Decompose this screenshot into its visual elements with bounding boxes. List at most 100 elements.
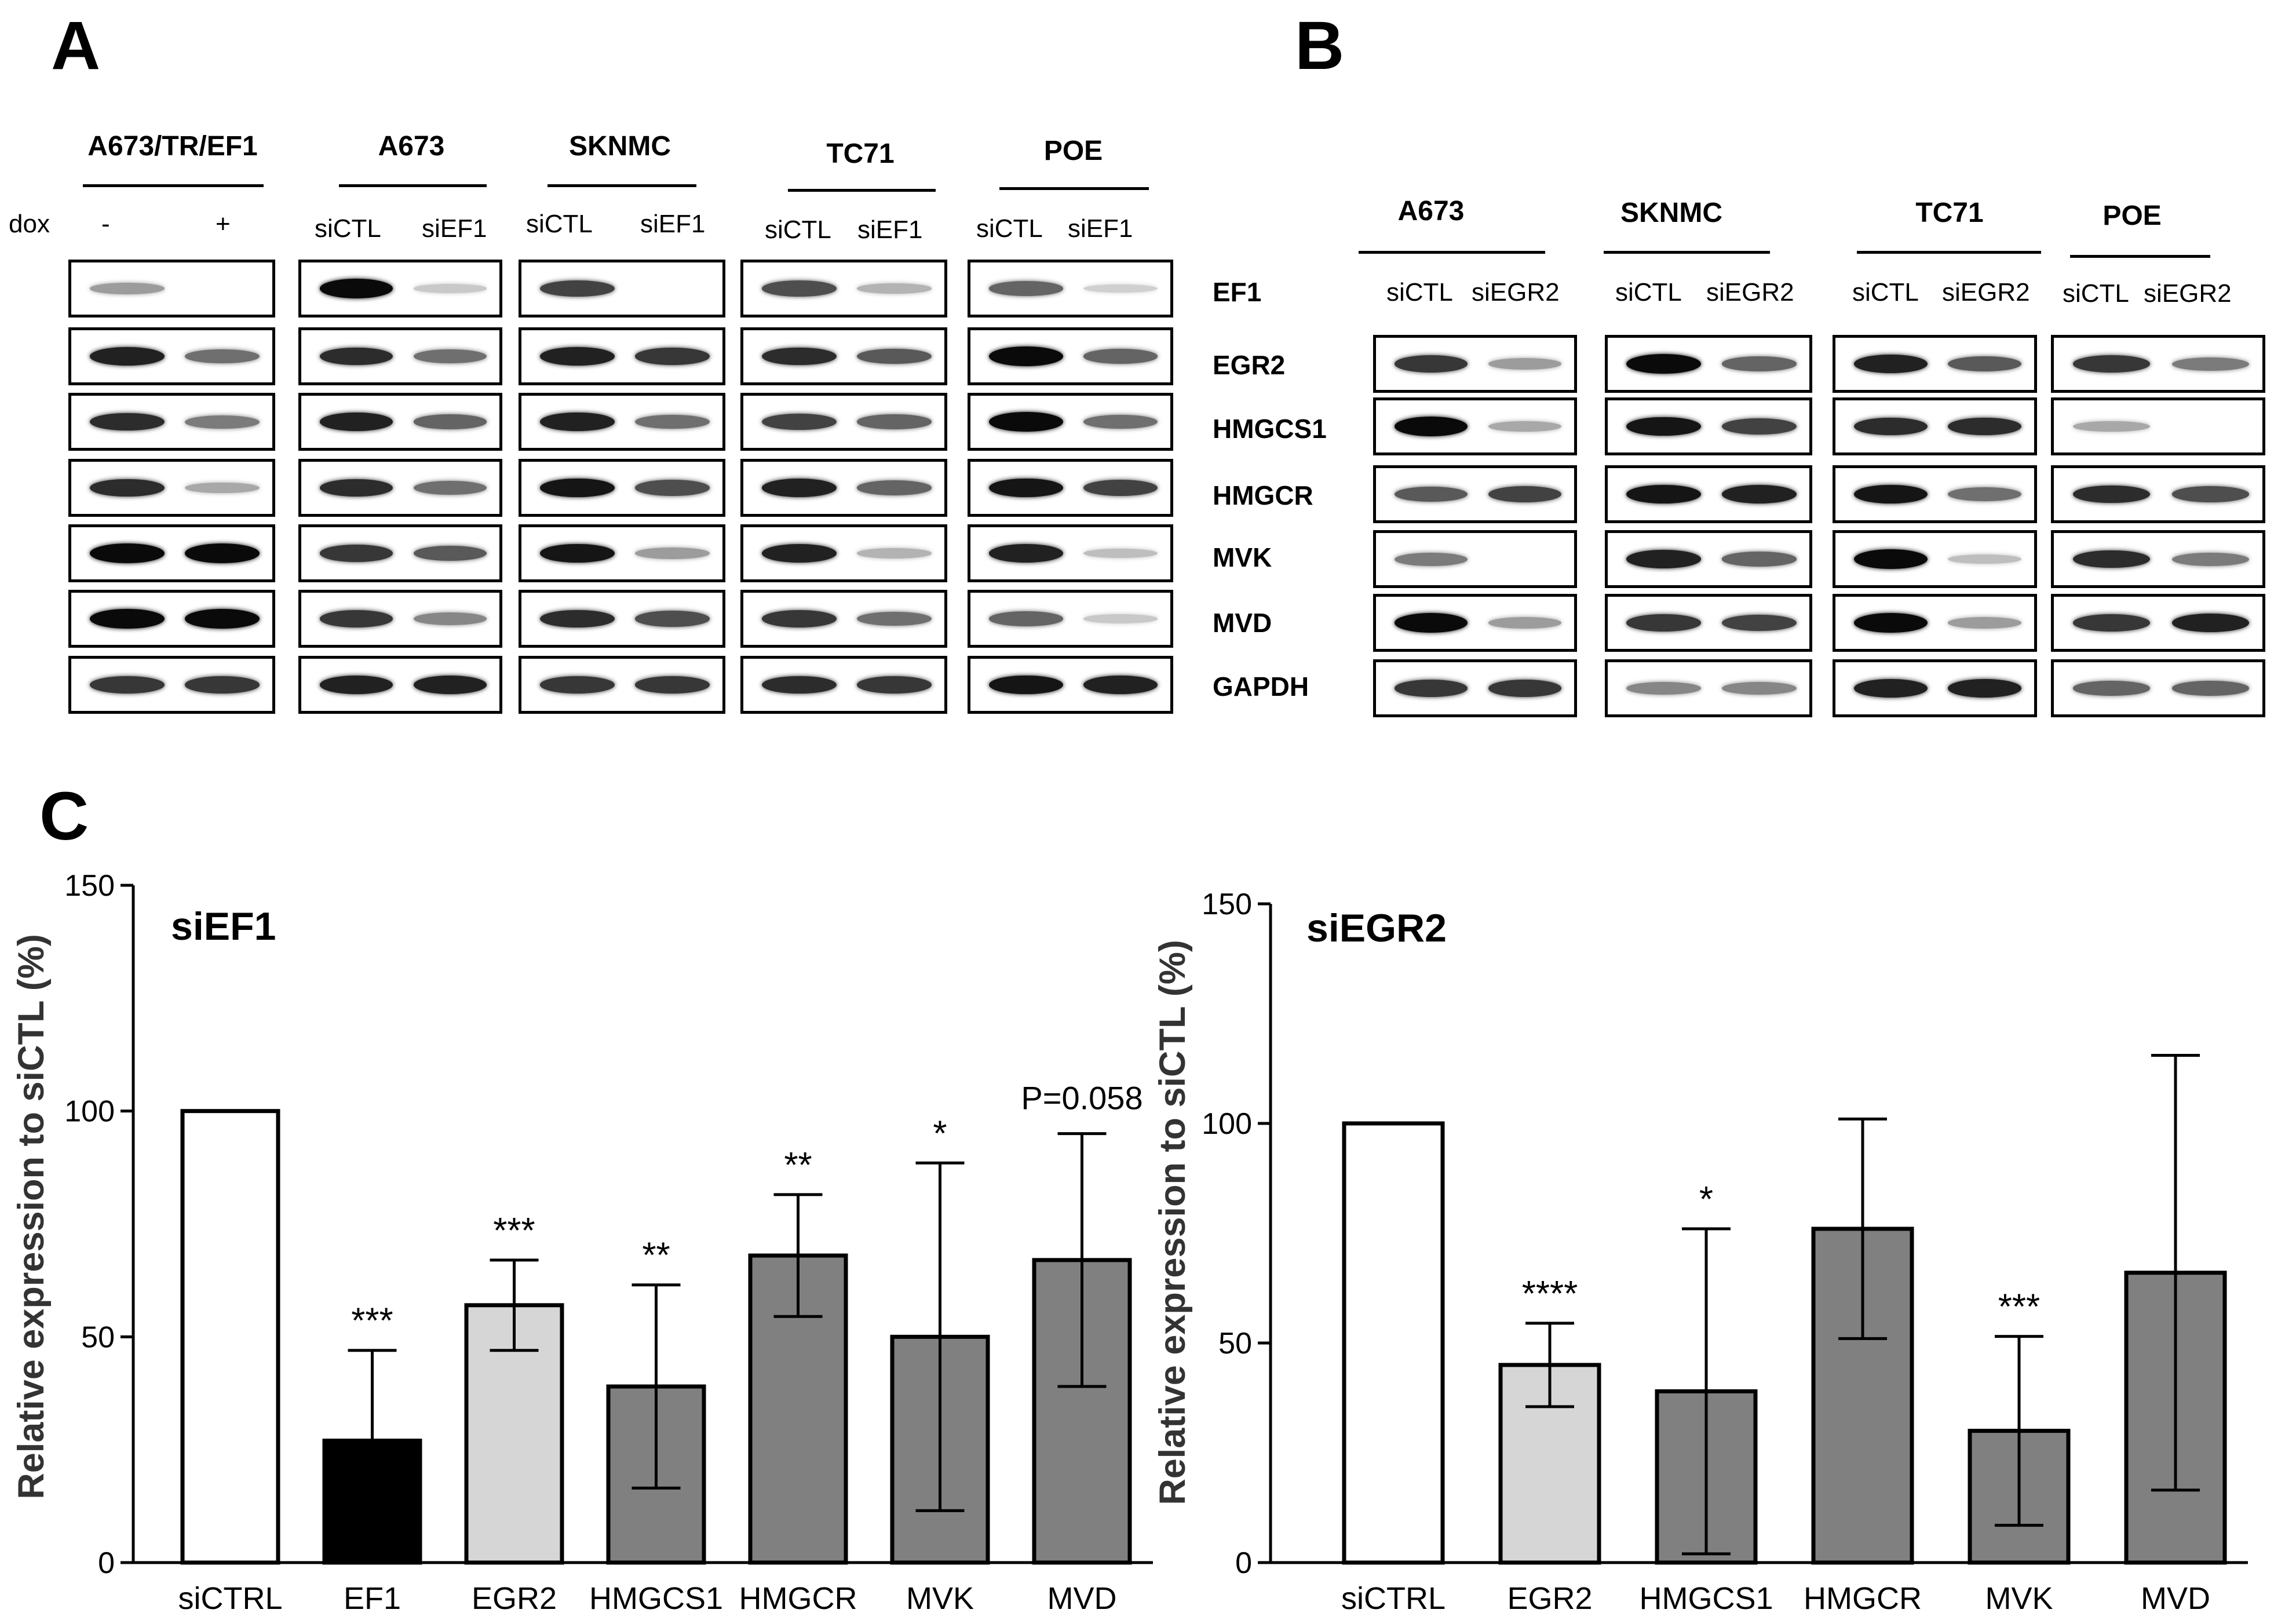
lane-label: siCTL [526,210,593,238]
lane-label: siCTL [976,214,1043,243]
blot-membrane [968,260,1173,317]
blot-b-group-underline [1604,251,1770,254]
blot-band [90,413,165,431]
blot-b-group-tc71: TC71 [1915,198,1984,228]
blot-a-group-underline [547,184,696,187]
y-tick-label: 0 [1235,1546,1252,1580]
blot-membrane [68,260,275,317]
lane-label: siEF1 [1068,214,1133,243]
blot-b-group-underline [2070,255,2210,258]
blot-band [540,347,615,366]
blot-band [2171,357,2249,371]
lane-label: siCTL [1386,278,1453,306]
blot-band [1948,554,2022,564]
protein-label: HMGCS1 [1213,414,1327,444]
blot-band [1853,484,1928,504]
significance-label: ** [784,1145,812,1185]
blot-band [90,283,165,294]
blot-band [319,479,393,497]
blot-membrane [740,393,947,451]
blot-band [1853,355,1928,373]
dox-label: dox [9,210,50,238]
protein-label: GAPDH [1213,672,1309,702]
lane-label: siEF1 [422,214,487,243]
blot-band [319,279,393,298]
blot-band [857,548,932,559]
significance-label: P=0.058 [1021,1080,1143,1116]
blot-band [1853,417,1928,436]
x-tick-label: HMGCR [1804,1581,1922,1616]
lane-label: siCTL [1615,278,1682,306]
blot-membrane [1833,530,2037,588]
blot-membrane [2051,465,2265,523]
x-tick-label: MVK [906,1581,974,1616]
blot-band [319,347,393,366]
blot-band [988,478,1063,498]
x-tick-label: siCTRL [1341,1581,1446,1616]
significance-label: *** [493,1211,535,1251]
blot-membrane [968,524,1173,582]
blot-band [540,478,615,498]
blot-band [2073,614,2151,632]
blot-band [2073,485,2151,503]
blot-band [762,610,837,627]
blot-band [635,676,710,694]
blot-band [540,280,615,297]
blot-band [319,610,393,627]
blot-membrane [519,590,725,648]
blot-band [2073,681,2151,696]
blot-membrane [2051,397,2265,455]
blot-membrane [1833,465,2037,523]
blot-band [1394,680,1468,697]
chart-siEF1: siEF1 Relative expression to siCTL (%) 0… [11,869,1153,1616]
blot-membrane [298,260,502,317]
blot-membrane [298,327,502,385]
blot-band [1721,485,1797,503]
blot-band [2073,355,2151,373]
blot-band [413,676,487,694]
blot-band [413,480,487,495]
blot-membrane [298,590,502,648]
blot-membrane [968,656,1173,714]
blot-membrane [740,590,947,648]
blot-band [1948,617,2022,629]
blot-a-group-underline [999,187,1149,190]
lane-label: siEGR2 [2144,279,2232,308]
blot-membrane [1373,530,1577,588]
blot-band [1948,679,2022,698]
blot-band [90,609,165,629]
panel-letter-a: A [51,8,101,84]
blot-band [1721,418,1797,435]
y-axis-label: Relative expression to siCTL (%) [11,934,52,1499]
lane-label: siEF1 [640,210,706,238]
blot-membrane [519,393,725,451]
blot-band [857,283,932,294]
blot-band [1626,550,1702,568]
blot-band [1721,614,1797,632]
lane-label: siEF1 [857,216,923,244]
blot-membrane [68,656,275,714]
blot-band [185,609,260,629]
blot-band [762,347,837,366]
blot-band [1083,479,1158,497]
blot-band [762,479,837,497]
lane-label: siCTL [315,214,381,243]
blot-band [857,676,932,694]
blot-band [1948,417,2022,436]
blot-band [1083,676,1158,694]
blot-band [635,348,710,365]
lane-label: siEGR2 [1472,278,1560,306]
blot-band [1626,682,1702,695]
blot-band [540,543,615,563]
blot-band [988,611,1063,626]
blot-membrane [298,459,502,517]
lane-label: siCTL [2063,279,2129,308]
blot-membrane [298,524,502,582]
blot-band [413,414,487,429]
blot-membrane [740,260,947,317]
blot-band [1083,614,1158,623]
blot-band [635,480,710,496]
blot-band [1394,613,1468,633]
blot-membrane [968,327,1173,385]
blot-band [1721,552,1797,567]
